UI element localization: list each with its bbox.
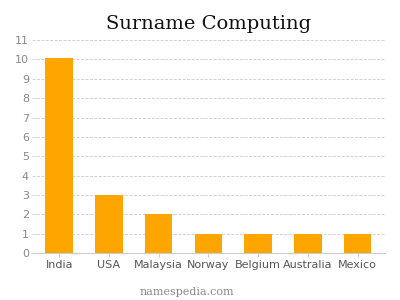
Bar xyxy=(195,234,222,253)
Title: Surname Computing: Surname Computing xyxy=(106,15,311,33)
Bar xyxy=(344,234,371,253)
Text: namespedia.com: namespedia.com xyxy=(140,287,235,297)
Bar xyxy=(46,58,73,253)
Bar xyxy=(294,234,322,253)
Bar xyxy=(244,234,272,253)
Bar xyxy=(145,214,172,253)
Bar xyxy=(95,195,122,253)
